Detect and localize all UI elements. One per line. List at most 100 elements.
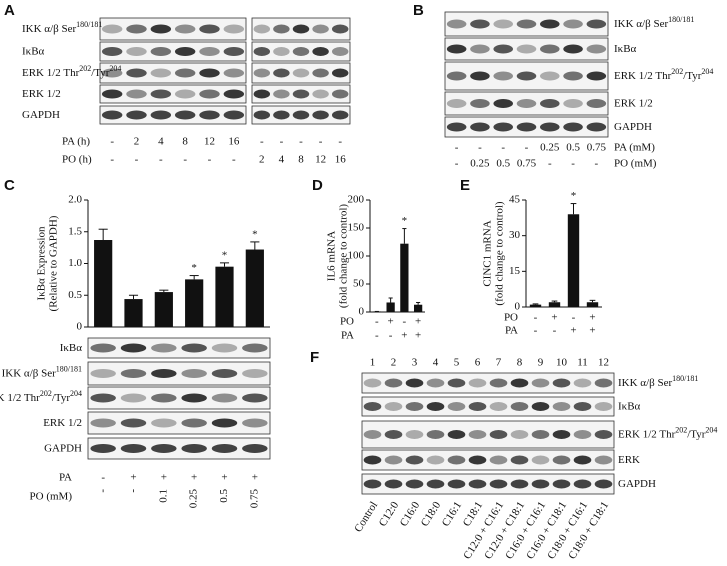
condition-value: +: [221, 472, 227, 484]
blot-band: [174, 89, 196, 99]
blot-band: [405, 402, 424, 411]
blot-band: [90, 369, 116, 378]
bar: [414, 304, 423, 312]
condition-value: 12: [315, 154, 326, 166]
blot-band: [540, 122, 560, 132]
blot-band: [101, 89, 123, 99]
y-tick-label: 0: [359, 306, 365, 318]
y-tick-label: 0: [515, 301, 521, 313]
label-part: ERK 1/2 Thr: [22, 67, 80, 79]
condition-value: 2: [259, 154, 265, 166]
lane-number: 1: [370, 357, 376, 369]
bar: [185, 279, 204, 327]
blot-band: [211, 343, 238, 353]
blot-band: [573, 479, 592, 489]
condition-value: +: [388, 316, 394, 328]
condition-value: -: [135, 154, 139, 166]
y-tick-label: 50: [353, 278, 365, 290]
blot-band: [90, 444, 116, 453]
condition-value: 2: [134, 136, 140, 148]
condition-value: 16: [228, 136, 240, 148]
blot-band: [151, 343, 177, 353]
condition-value: 0.25: [470, 158, 490, 170]
blot-band: [531, 378, 550, 388]
condition-value: +: [589, 325, 595, 337]
blot-band: [211, 444, 238, 453]
bar: [124, 299, 143, 327]
condition-name: PO (mM): [614, 158, 657, 170]
blot-band: [586, 122, 607, 132]
blot-band: [292, 89, 310, 99]
blot-band: [426, 402, 445, 411]
condition-value: +: [252, 472, 258, 484]
lane-number: 8: [517, 357, 523, 369]
blot-band: [531, 430, 550, 439]
blot-band: [468, 402, 487, 411]
blot-band: [174, 47, 196, 56]
blot-band: [331, 89, 349, 99]
condition-name: PO: [340, 316, 354, 328]
blot-band: [292, 110, 310, 120]
row-label: IKK α/β Ser180/181: [614, 15, 694, 30]
blot-band: [468, 479, 487, 489]
blot-frame: [361, 372, 615, 394]
lane-number: 9: [538, 357, 544, 369]
label-part: /Tyr: [683, 70, 702, 82]
blot-band: [331, 110, 349, 120]
blot-band: [384, 378, 403, 388]
blot-band: [223, 110, 245, 120]
blot-band: [181, 343, 207, 353]
blot-band: [405, 455, 424, 465]
blot-band: [405, 479, 424, 489]
blot-band: [90, 343, 116, 353]
row-label: IκBα: [618, 400, 641, 412]
lane-label: C12:0: [377, 499, 402, 529]
condition-value: -: [280, 136, 284, 148]
label-part: IKK α/β Ser: [618, 377, 672, 389]
label-part: ERK 1/2: [614, 97, 653, 109]
condition-value: +: [161, 472, 167, 484]
blot-band: [493, 99, 513, 108]
blot-band: [594, 479, 613, 489]
condition-value: -: [534, 312, 538, 324]
blot-band: [563, 99, 583, 108]
blot-band: [516, 71, 537, 81]
blot-band: [126, 110, 147, 120]
panel-letter: F: [310, 349, 319, 366]
label-part: GAPDH: [44, 442, 82, 454]
lane-label: C16:1: [440, 500, 464, 529]
superscript: 202: [40, 389, 52, 398]
blot-band: [90, 393, 116, 403]
row-label: IKK α/β Ser180/181: [2, 364, 82, 379]
blot-band: [552, 378, 571, 388]
lane-number: 3: [412, 357, 418, 369]
blot-band: [199, 47, 220, 56]
condition-value: +: [191, 472, 197, 484]
condition-value: -: [110, 136, 114, 148]
blot-band: [312, 110, 329, 120]
blot-band: [253, 24, 271, 34]
blot-band: [552, 479, 571, 489]
condition-name: PA (mM): [614, 142, 655, 154]
superscript: 180/181: [672, 374, 698, 383]
blot-frame: [361, 473, 615, 495]
condition-value: 8: [182, 136, 188, 148]
blot-band: [312, 47, 329, 56]
blot-band: [563, 44, 583, 54]
blot-band: [120, 393, 147, 403]
condition-value: 0.75: [248, 489, 260, 509]
blot-band: [150, 47, 172, 56]
blot-band: [446, 19, 467, 29]
blot-band: [426, 479, 445, 489]
blot-band: [594, 455, 613, 465]
condition-value: +: [589, 312, 595, 324]
row-label: IκBα: [22, 45, 45, 57]
lane-number: 6: [475, 357, 481, 369]
blot-band: [312, 68, 329, 78]
panel-letter: B: [413, 2, 424, 19]
blot-band: [242, 343, 268, 353]
y-tick-label: 0.5: [68, 289, 82, 301]
blot-band: [470, 19, 490, 29]
blot-band: [199, 89, 220, 99]
